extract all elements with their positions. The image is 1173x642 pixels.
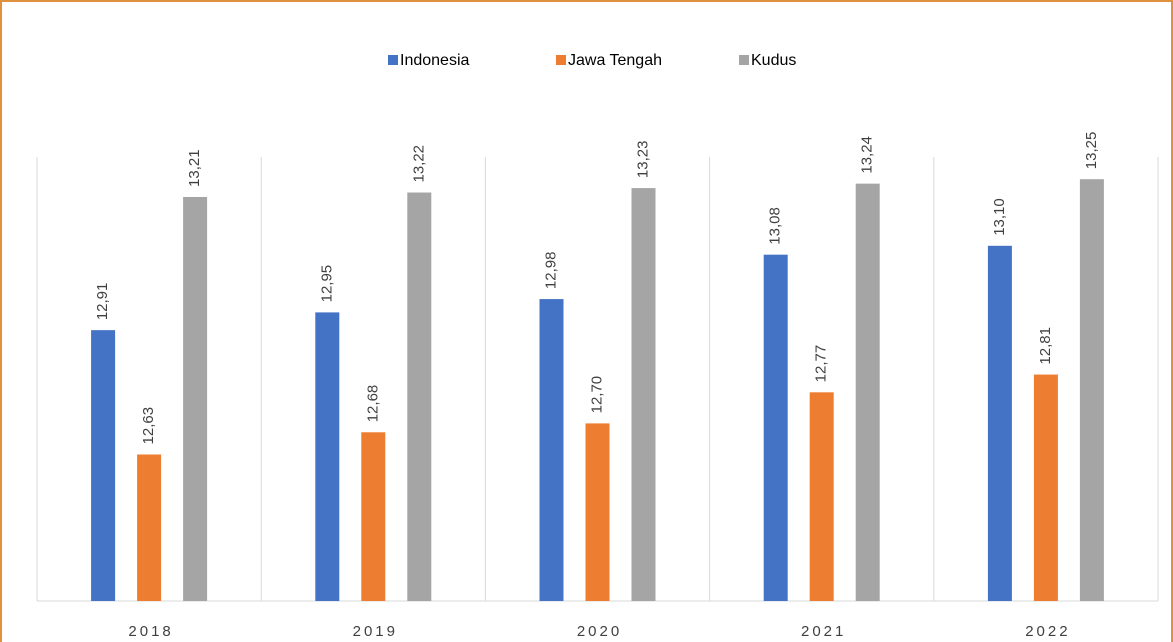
legend-swatch: [388, 55, 398, 65]
legend-swatch: [739, 55, 749, 65]
bar: [315, 312, 340, 601]
bar: [585, 423, 610, 601]
data-label: 13,08: [767, 207, 784, 245]
data-label: 12,81: [1037, 327, 1054, 365]
bar: [987, 245, 1012, 602]
legend-label: Indonesia: [400, 52, 469, 69]
bar: [91, 330, 116, 601]
x-tick-label: 2020: [577, 623, 622, 640]
bar: [631, 188, 656, 601]
bar: [1079, 179, 1104, 601]
data-label: 12,70: [588, 376, 605, 414]
data-label: 13,21: [186, 149, 203, 187]
data-label: 13,25: [1083, 132, 1100, 170]
x-tick-label: 2018: [128, 623, 173, 640]
bar: [809, 392, 834, 601]
data-label: 12,68: [364, 385, 381, 423]
bar: [137, 454, 162, 601]
legend-label: Kudus: [751, 52, 796, 69]
x-tick-label: 2021: [801, 623, 846, 640]
data-label: 13,22: [410, 145, 427, 183]
bar: [407, 192, 432, 601]
data-label: 12,63: [140, 407, 157, 445]
data-label: 12,98: [542, 252, 559, 290]
bar: [763, 254, 788, 601]
legend-swatch: [556, 55, 566, 65]
x-tick-label: 2022: [1025, 623, 1070, 640]
data-label: 12,91: [94, 283, 111, 321]
data-label: 12,95: [318, 265, 335, 303]
bar: [855, 183, 880, 601]
legend-label: Jawa Tengah: [568, 52, 662, 69]
bar: [539, 299, 564, 601]
data-label: 12,77: [813, 345, 830, 383]
bar: [361, 432, 386, 601]
data-label: 13,10: [991, 198, 1008, 236]
bar: [183, 196, 208, 601]
bar: [1033, 374, 1058, 601]
data-label: 13,23: [634, 141, 651, 179]
data-label: 13,24: [859, 136, 876, 174]
x-tick-label: 2019: [353, 623, 398, 640]
